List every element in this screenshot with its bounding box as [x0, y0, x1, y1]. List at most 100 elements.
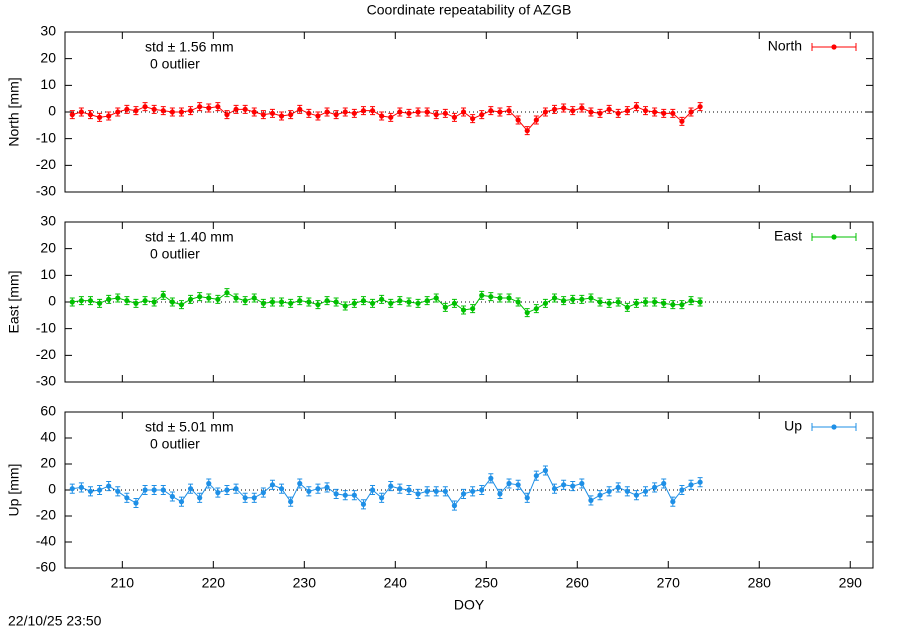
x-tick-label: 250	[475, 575, 499, 591]
data-point	[652, 299, 658, 305]
data-point	[642, 488, 649, 494]
data-point	[360, 298, 367, 304]
legend-marker	[831, 234, 837, 240]
data-point	[542, 467, 549, 474]
data-point	[160, 108, 166, 114]
data-point	[151, 106, 157, 112]
data-point	[187, 296, 194, 302]
data-point	[224, 290, 230, 296]
data-point	[524, 128, 530, 134]
data-point	[460, 491, 467, 497]
data-point	[670, 302, 676, 308]
data-point	[633, 300, 640, 306]
data-point	[306, 110, 312, 116]
data-point	[442, 110, 448, 116]
data-point	[178, 109, 185, 115]
data-point	[278, 486, 285, 492]
series-line	[72, 106, 701, 132]
data-point	[424, 298, 430, 304]
data-point	[606, 300, 612, 306]
data-point	[278, 299, 285, 305]
data-point	[406, 110, 412, 116]
y-tick-label: -30	[36, 373, 56, 389]
data-point	[224, 112, 230, 118]
data-point	[278, 113, 285, 119]
data-point	[442, 304, 448, 310]
data-point	[479, 112, 485, 118]
data-point	[506, 480, 512, 487]
data-point	[479, 292, 485, 298]
y-tick-label: 0	[48, 103, 56, 119]
data-point	[315, 302, 321, 308]
data-point	[406, 299, 412, 305]
data-point	[642, 299, 649, 305]
data-point	[187, 108, 194, 114]
data-point	[133, 108, 139, 114]
data-point	[96, 487, 103, 493]
data-point	[388, 114, 394, 120]
data-point	[433, 295, 439, 301]
data-point	[415, 109, 421, 115]
data-point	[160, 487, 166, 493]
data-point	[242, 106, 248, 112]
data-point	[542, 109, 549, 115]
data-point	[151, 487, 157, 493]
legend-marker	[831, 424, 837, 430]
data-point	[515, 482, 521, 488]
data-point	[260, 112, 266, 118]
data-point	[688, 109, 694, 115]
data-point	[96, 114, 103, 120]
data-point	[315, 486, 321, 492]
data-point	[133, 500, 139, 506]
data-point	[561, 298, 567, 304]
data-point	[697, 299, 703, 305]
y-tick-label: -20	[36, 507, 56, 523]
data-point	[233, 486, 239, 492]
data-point	[533, 306, 539, 312]
data-point	[242, 495, 248, 501]
data-point	[288, 499, 294, 505]
y-tick-label: 60	[40, 403, 56, 419]
data-point	[87, 298, 94, 304]
data-point	[342, 492, 348, 498]
data-point	[506, 295, 512, 301]
data-point	[542, 300, 549, 306]
data-point	[388, 483, 394, 489]
data-point	[688, 482, 694, 488]
data-point	[442, 488, 448, 494]
data-point	[251, 295, 257, 301]
data-point	[124, 106, 130, 112]
data-point	[169, 493, 175, 500]
data-point	[142, 487, 148, 493]
y-tick-label: 10	[40, 266, 56, 282]
y-tick-label: 20	[40, 49, 56, 65]
data-point	[306, 299, 312, 305]
data-point	[260, 490, 266, 496]
data-point	[369, 300, 376, 306]
data-point	[661, 480, 667, 487]
y-tick-label: 0	[48, 293, 56, 309]
data-point	[588, 497, 594, 503]
annotation: 0 outlier	[150, 436, 200, 452]
y-axis-label: North [mm]	[6, 77, 22, 146]
data-point	[642, 108, 649, 114]
data-point	[624, 304, 630, 310]
data-point	[451, 503, 458, 509]
data-point	[652, 484, 658, 490]
data-point	[351, 110, 357, 116]
data-point	[206, 295, 212, 301]
annotation: std ± 1.56 mm	[145, 39, 234, 55]
annotation: 0 outlier	[150, 56, 200, 72]
data-point	[433, 488, 439, 494]
data-point	[206, 480, 212, 487]
data-point	[69, 299, 75, 305]
data-point	[597, 110, 603, 116]
series-line	[72, 292, 701, 314]
data-point	[460, 109, 467, 115]
data-point	[115, 488, 121, 494]
data-point	[561, 105, 567, 111]
data-point	[533, 473, 539, 479]
data-point	[360, 501, 367, 507]
y-tick-label: -30	[36, 183, 56, 199]
y-tick-label: -20	[36, 156, 56, 172]
